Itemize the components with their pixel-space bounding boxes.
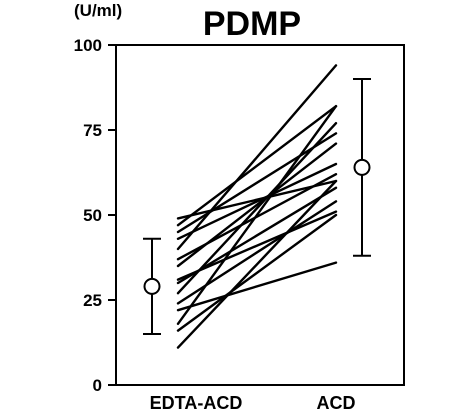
series-lines <box>176 64 338 349</box>
series-line <box>176 104 338 325</box>
x-tick-label: ACD <box>317 393 356 412</box>
y-tick-label: 100 <box>74 36 102 55</box>
series-line <box>176 104 338 227</box>
series-line <box>176 132 338 234</box>
y-axis: 0 25 50 75 100 <box>74 36 116 395</box>
series-line <box>176 213 338 332</box>
series-line <box>176 210 338 281</box>
x-tick-label: EDTA-ACD <box>150 393 243 412</box>
summary-markers <box>143 78 371 335</box>
series-line <box>176 121 338 295</box>
x-axis: EDTA-ACD ACD <box>150 393 356 412</box>
series-line <box>176 162 338 241</box>
series-line <box>176 200 338 305</box>
series-line <box>176 179 338 349</box>
series-line <box>176 64 338 251</box>
y-tick-label: 50 <box>83 206 102 225</box>
y-tick-label: 75 <box>83 121 102 140</box>
mean-marker <box>353 158 371 176</box>
y-tick-label: 25 <box>83 291 102 310</box>
mean-marker <box>143 277 161 295</box>
y-tick-label: 0 <box>93 376 102 395</box>
series-line <box>176 179 338 220</box>
series-line <box>176 261 338 312</box>
chart-title: PDMP <box>203 5 301 43</box>
unit-label: (U/ml) <box>74 1 122 20</box>
